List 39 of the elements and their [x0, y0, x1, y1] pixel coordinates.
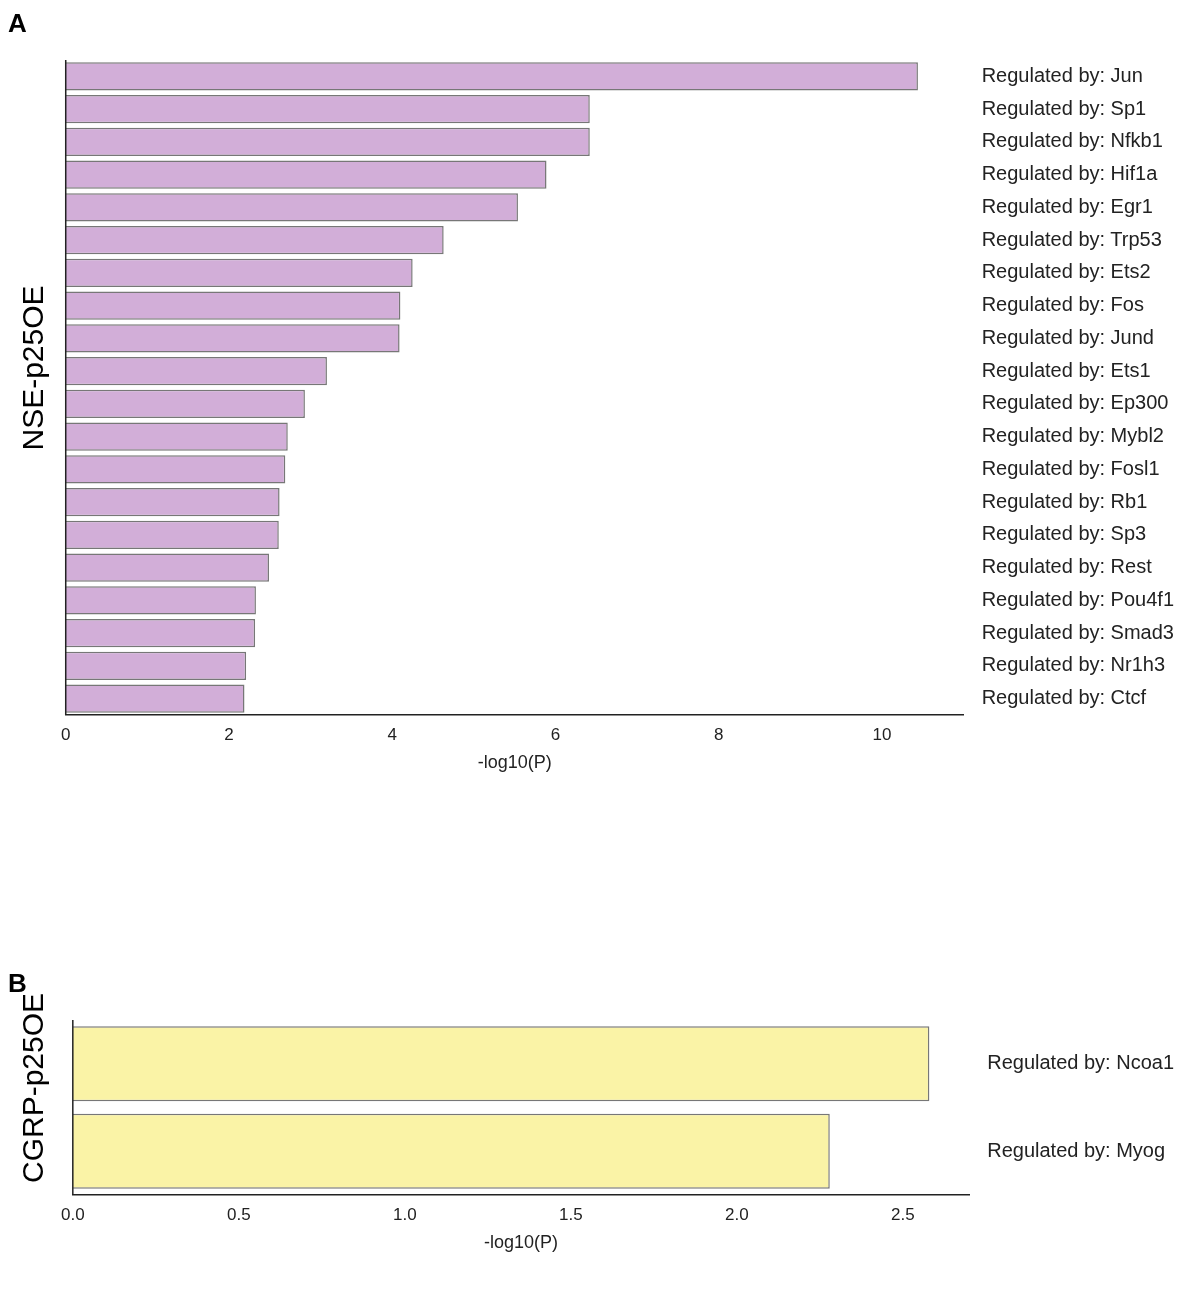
x-tick-label: 10 — [872, 724, 892, 744]
y-tick-label: Regulated by: Ets1 — [981, 358, 1151, 381]
x-tick-label: 6 — [550, 724, 561, 744]
y-tick-label: Regulated by: Egr1 — [981, 194, 1153, 217]
x-tick-label: 4 — [387, 724, 397, 744]
y-axis-title: NSE-p25OE — [16, 285, 50, 451]
text: A — [8, 8, 28, 38]
y-tick-label: Regulated by: Ets2 — [981, 260, 1151, 283]
y-tick-label: Regulated by: Ep300 — [981, 391, 1169, 414]
y-tick-label: Regulated by: Myog — [987, 1138, 1166, 1161]
y-tick-label: Regulated by: Jund — [981, 325, 1154, 348]
y-tick-label: Regulated by: Fos — [981, 293, 1144, 316]
y-tick-label: Regulated by: Nr1h3 — [981, 653, 1166, 676]
y-tick-label: Regulated by: Smad3 — [981, 620, 1174, 643]
x-tick-label: 1.5 — [558, 1204, 583, 1224]
x-tick-label: 0 — [60, 724, 71, 744]
y-tick-label: Regulated by: Sp1 — [981, 96, 1147, 119]
y-tick-label: Regulated by: Sp3 — [981, 522, 1147, 545]
y-tick-label: Regulated by: Fosl1 — [981, 456, 1160, 479]
y-tick-label: Regulated by: Jun — [981, 63, 1143, 86]
x-tick-label: 2.0 — [724, 1204, 749, 1224]
y-tick-label: Regulated by: Trp53 — [981, 227, 1162, 250]
y-tick-label: Regulated by: Nfkb1 — [981, 129, 1163, 152]
y-tick-label: Regulated by: Rest — [981, 555, 1153, 578]
y-tick-label: Regulated by: Ctcf — [981, 686, 1147, 709]
x-tick-label: 8 — [714, 724, 724, 744]
y-tick-label: Regulated by: Ncoa1 — [987, 1051, 1175, 1074]
x-tick-label: 2.5 — [890, 1204, 915, 1224]
y-axis-title: CGRP-p25OE — [16, 992, 50, 1184]
x-tick-label: 0.0 — [61, 1204, 85, 1224]
x-tick-label: 0.5 — [227, 1204, 251, 1224]
y-tick-label: Regulated by: Pou4f1 — [981, 587, 1175, 610]
x-tick-label: 1.0 — [392, 1204, 417, 1224]
x-axis-title: -log10(P) — [484, 1232, 559, 1253]
x-tick-label: 2 — [224, 724, 234, 744]
y-tick-label: Regulated by: Hif1a — [981, 162, 1159, 185]
y-tick-label: Regulated by: Mybl2 — [981, 424, 1164, 447]
y-tick-label: Regulated by: Rb1 — [981, 489, 1148, 512]
x-axis-title: -log10(P) — [477, 752, 552, 773]
